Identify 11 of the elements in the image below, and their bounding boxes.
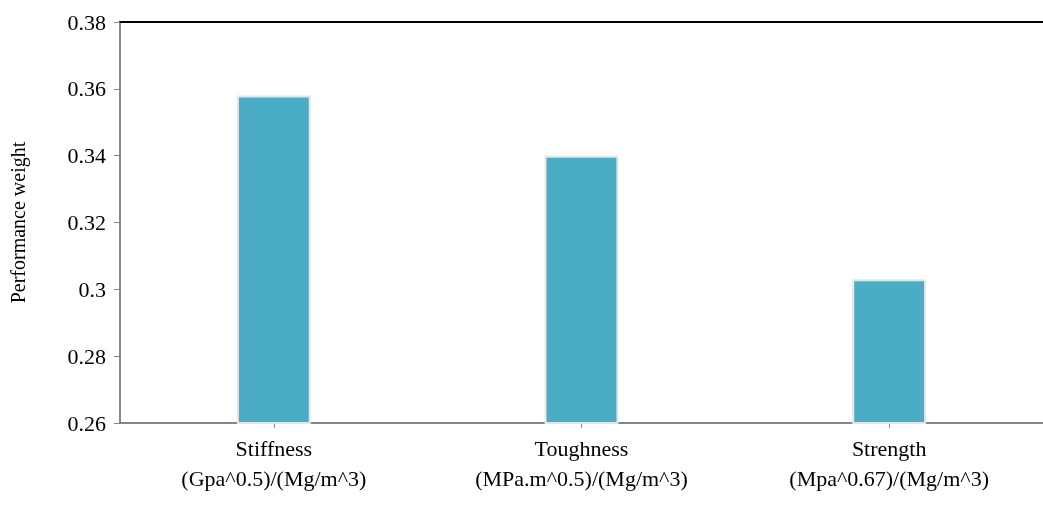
x-tick-label: Strength (Mpa^0.67)/(Mg/m^3) [789, 435, 990, 491]
y-tick-label: 0.36 [67, 76, 106, 102]
y-axis-title: Performance weight [7, 141, 30, 304]
y-tick-label: 0.3 [78, 276, 106, 302]
y-tick-label: 0.34 [67, 143, 106, 169]
y-tick-label: 0.32 [67, 210, 106, 235]
x-tick-label: Stiffness (Gpa^0.5)/(Mg/m^3) [181, 435, 367, 491]
y-tick-label: 0.28 [67, 343, 106, 369]
y-tick-label: 0.38 [67, 9, 106, 35]
x-tick-label: Toughness (MPa.m^0.5)/(Mg/m^3) [475, 435, 688, 491]
y-tick-label: 0.26 [67, 410, 106, 436]
